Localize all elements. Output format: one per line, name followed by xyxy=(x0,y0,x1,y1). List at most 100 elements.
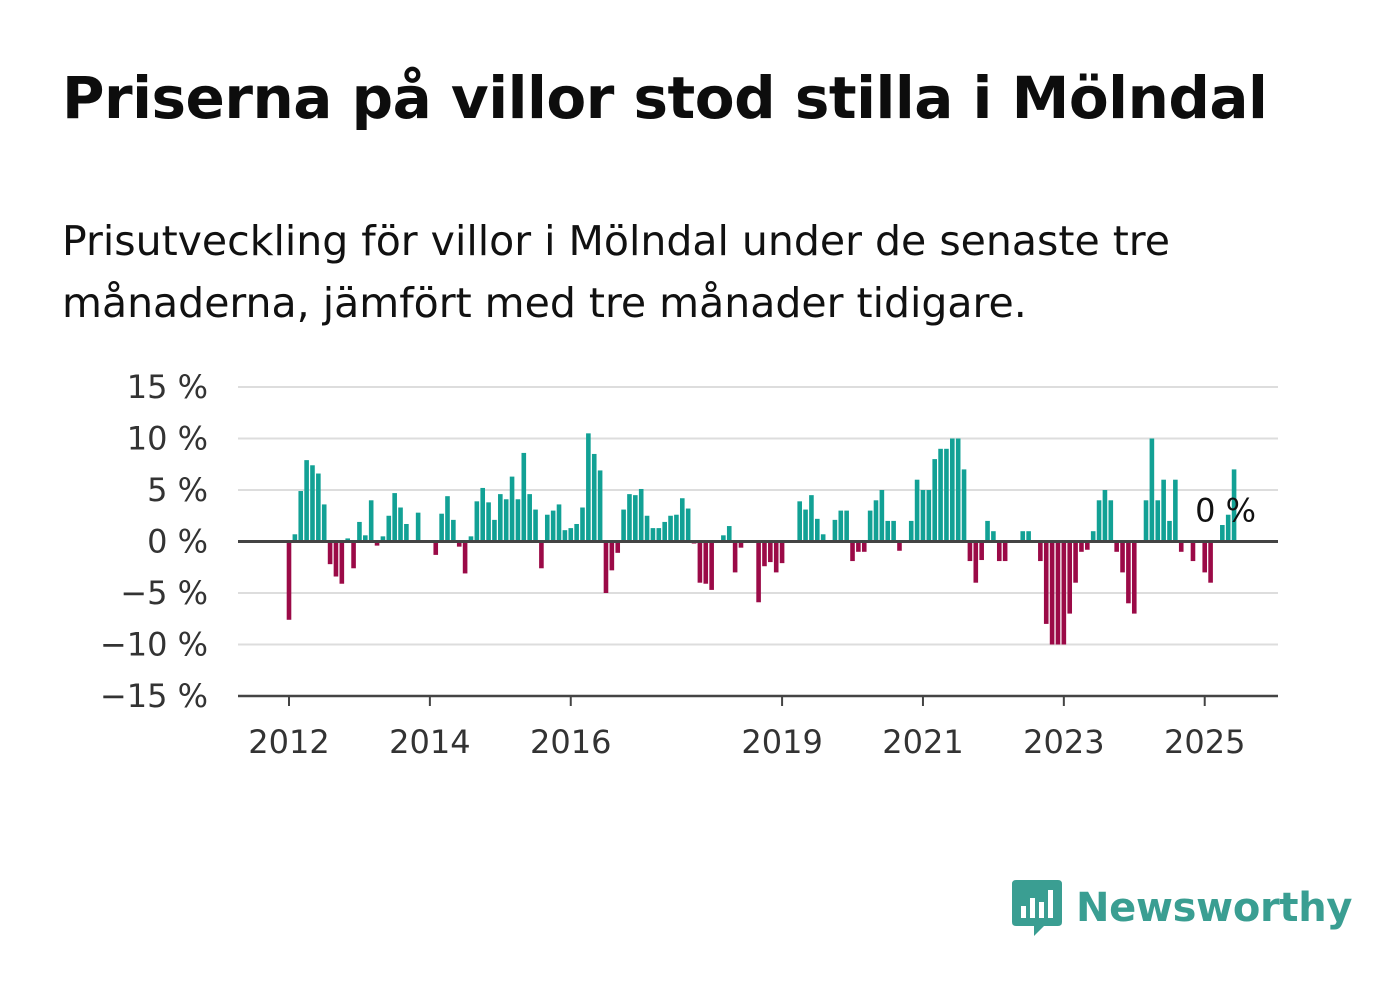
bar xyxy=(1126,541,1131,604)
x-tick-label: 2023 xyxy=(1023,723,1104,761)
bar xyxy=(1114,541,1119,552)
bar xyxy=(492,519,497,542)
bar xyxy=(321,504,327,542)
bar xyxy=(574,523,579,542)
bar xyxy=(1155,500,1161,542)
bar xyxy=(967,541,973,562)
bar xyxy=(456,541,462,547)
bar xyxy=(656,528,662,542)
bar xyxy=(368,500,374,542)
bar xyxy=(298,491,304,542)
bar xyxy=(944,448,949,542)
bar xyxy=(1220,525,1225,542)
bar xyxy=(433,541,439,555)
bar xyxy=(644,515,650,542)
bar xyxy=(979,541,984,561)
bar xyxy=(703,541,709,584)
end-value-label: 0 % xyxy=(1195,492,1256,530)
bar xyxy=(679,498,685,542)
bar xyxy=(926,490,932,542)
bar xyxy=(991,531,996,542)
bar xyxy=(1231,469,1237,542)
bar xyxy=(815,518,820,542)
bar xyxy=(996,541,1002,562)
bar xyxy=(1167,520,1172,542)
bar xyxy=(1090,531,1096,542)
bar xyxy=(820,534,826,542)
bar xyxy=(985,520,990,542)
bar xyxy=(509,476,515,542)
bar xyxy=(1202,541,1208,573)
x-tick-label: 2014 xyxy=(389,723,470,761)
gridlines xyxy=(238,386,1278,646)
bar xyxy=(914,479,920,542)
bar xyxy=(662,521,667,542)
bar xyxy=(474,501,480,542)
bar xyxy=(445,496,450,542)
bar xyxy=(374,541,380,546)
bar xyxy=(1055,541,1061,645)
chart-title: Priserna på villor stod stilla i Mölndal xyxy=(62,64,1268,132)
x-tick-label: 2019 xyxy=(741,723,822,761)
bar xyxy=(1131,541,1137,614)
bar xyxy=(515,499,521,542)
x-axis-labels: 2012 2014 2016 2019 2021 2023 2025 xyxy=(248,723,1245,761)
bar xyxy=(415,512,421,542)
bar xyxy=(363,535,368,542)
bar xyxy=(292,534,298,542)
bar xyxy=(1067,541,1073,614)
bar xyxy=(891,520,896,542)
bar xyxy=(527,494,532,542)
bar xyxy=(345,538,350,542)
bar xyxy=(726,526,732,542)
bar xyxy=(1143,500,1149,542)
bar xyxy=(920,490,926,542)
bar xyxy=(339,541,345,584)
bar xyxy=(591,453,597,542)
bar xyxy=(861,541,867,552)
bar xyxy=(961,469,967,542)
x-tick-label: 2016 xyxy=(530,723,611,761)
bar xyxy=(732,541,738,573)
bar xyxy=(498,494,503,542)
bar xyxy=(568,528,574,542)
bar xyxy=(1026,531,1031,542)
bar xyxy=(897,541,902,551)
bar xyxy=(380,536,386,542)
bar xyxy=(468,536,474,542)
bar xyxy=(562,530,568,542)
bar xyxy=(316,473,321,542)
bar xyxy=(1096,500,1102,542)
bar xyxy=(1038,541,1043,562)
bar xyxy=(1073,541,1078,583)
bar xyxy=(621,509,626,542)
bar xyxy=(603,541,609,593)
bar xyxy=(638,488,644,542)
y-tick-label: −10 % xyxy=(100,626,208,664)
y-axis-labels: 15 % 10 % 5 % 0 % −5 % −10 % −15 % xyxy=(100,368,208,715)
bar xyxy=(286,541,292,620)
bar xyxy=(609,541,615,571)
bar xyxy=(721,535,726,542)
bar xyxy=(768,541,773,563)
bar xyxy=(357,521,362,542)
bar xyxy=(398,507,403,542)
bar xyxy=(633,495,638,542)
bar xyxy=(850,541,855,562)
x-tick-label: 2021 xyxy=(882,723,963,761)
brand-name: Newsworthy xyxy=(1076,885,1353,931)
y-tick-label: −15 % xyxy=(100,677,208,715)
bar xyxy=(462,541,468,574)
bar xyxy=(627,494,632,542)
bar xyxy=(439,513,444,542)
bar xyxy=(867,510,873,542)
bar xyxy=(386,515,392,542)
bar xyxy=(550,510,556,542)
bar xyxy=(873,500,879,542)
bar xyxy=(333,541,339,577)
bar xyxy=(908,520,914,542)
newsworthy-logo: Newsworthy xyxy=(1010,878,1353,938)
bar xyxy=(762,541,767,567)
bar xyxy=(738,541,744,548)
bar xyxy=(486,502,491,542)
